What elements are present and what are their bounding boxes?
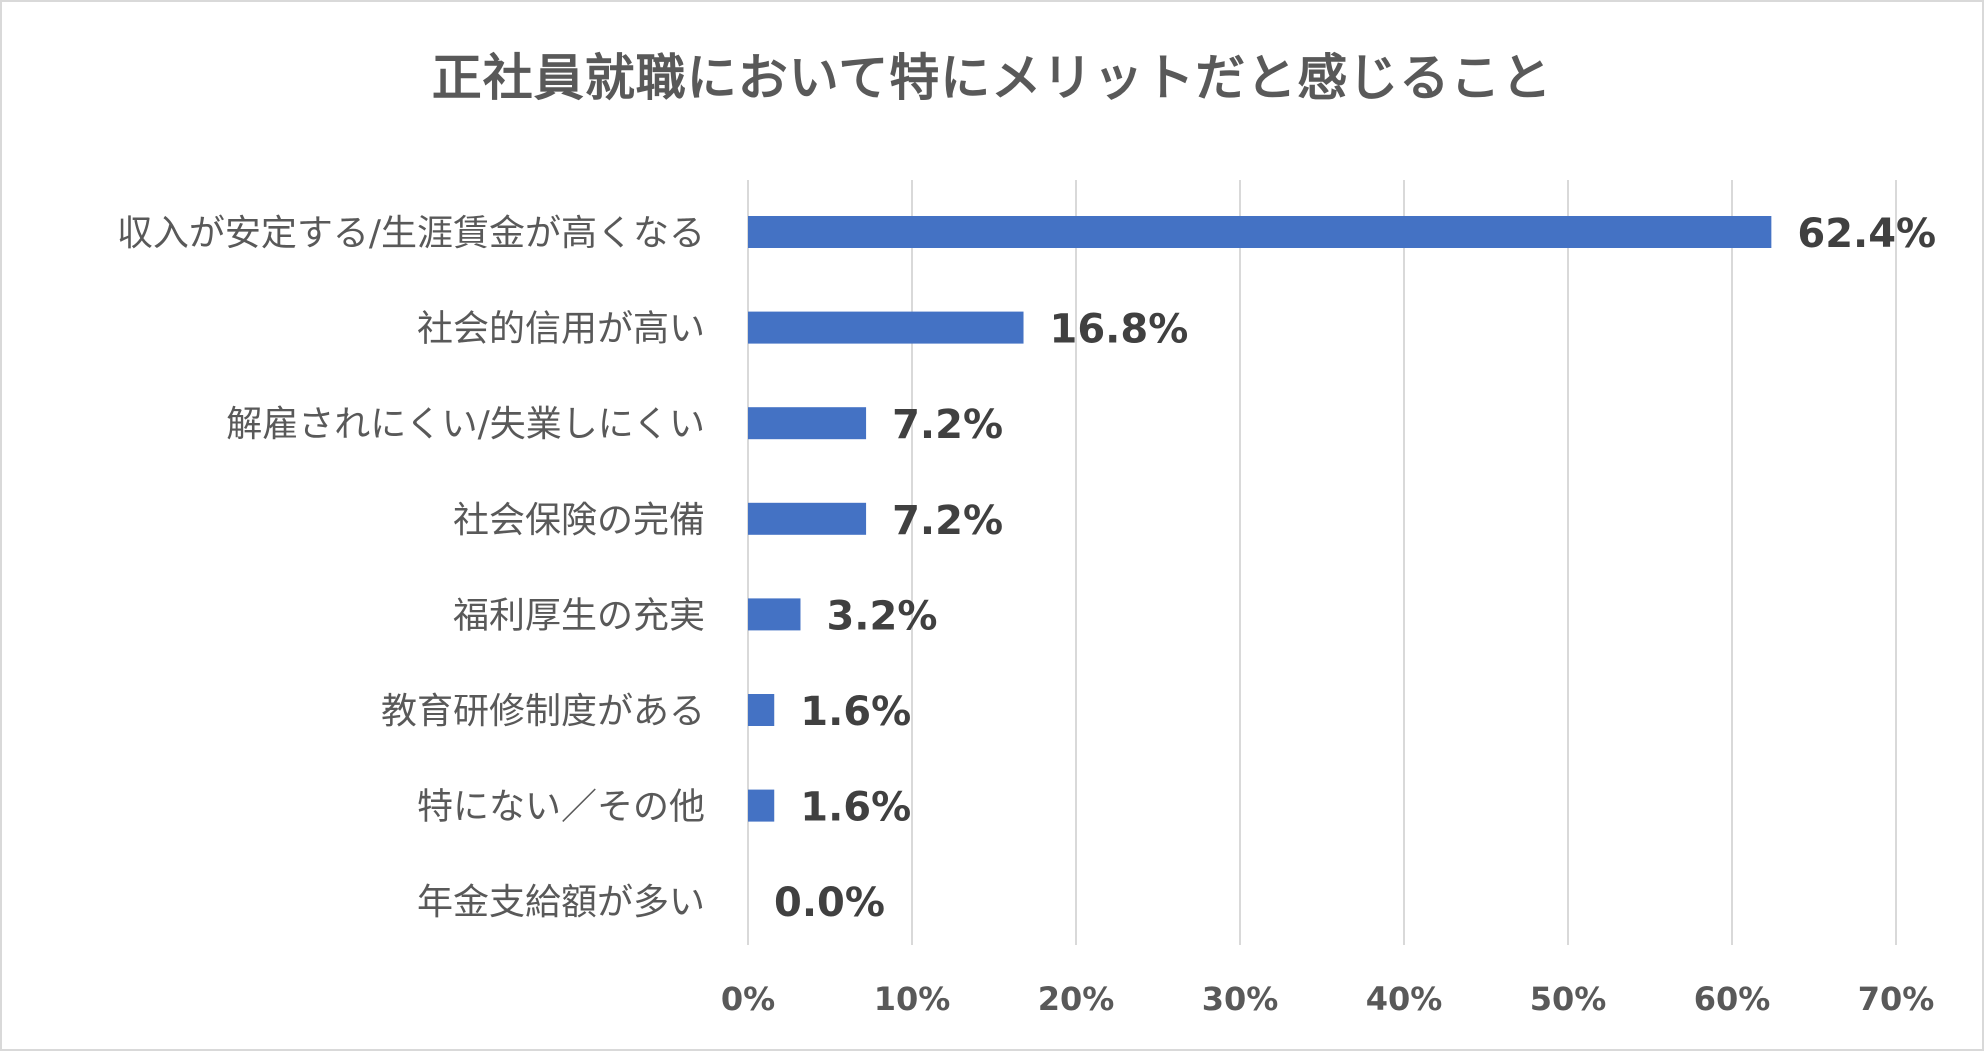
chart-title: 正社員就職において特にメリットだと感じること bbox=[431, 49, 1553, 107]
data-label: 0.0% bbox=[774, 880, 885, 926]
category-label: 社会的信用が高い bbox=[417, 309, 705, 350]
category-label: 社会保険の完備 bbox=[453, 500, 705, 541]
gridlines bbox=[747, 180, 1897, 945]
bar bbox=[748, 789, 775, 822]
x-tick-label: 40% bbox=[1366, 980, 1443, 1018]
x-tick-label: 20% bbox=[1038, 980, 1115, 1018]
x-tick-label: 0% bbox=[721, 980, 775, 1018]
x-tick-label: 30% bbox=[1202, 980, 1279, 1018]
x-tick-label: 50% bbox=[1530, 980, 1607, 1018]
category-label: 特にない／その他 bbox=[417, 787, 705, 828]
data-labels: 62.4% 16.8% 7.2% 7.2% 3.2% 1.6% 1.6% 0.0% bbox=[774, 211, 1936, 926]
data-label: 1.6% bbox=[800, 785, 911, 831]
category-label: 福利厚生の充実 bbox=[453, 595, 705, 636]
category-label: 収入が安定する/生涯賃金が高くなる bbox=[117, 213, 705, 254]
category-labels: 収入が安定する/生涯賃金が高くなる社会的信用が高い解雇されにくい/失業しにくい社… bbox=[117, 213, 705, 923]
bar bbox=[748, 407, 867, 440]
bar bbox=[748, 311, 1024, 344]
data-label: 16.8% bbox=[1050, 307, 1189, 353]
bar bbox=[748, 598, 801, 631]
x-tick-label: 70% bbox=[1858, 980, 1935, 1018]
data-label: 3.2% bbox=[826, 593, 937, 639]
data-label: 62.4% bbox=[1797, 211, 1936, 257]
bar bbox=[748, 694, 775, 726]
x-axis-tick-labels: 0% 10% 20% 30% 40% 50% 60% 70% bbox=[721, 980, 1934, 1018]
x-tick-label: 10% bbox=[874, 980, 951, 1018]
data-label: 1.6% bbox=[800, 689, 911, 735]
category-label: 年金支給額が多い bbox=[417, 882, 705, 923]
bar bbox=[748, 216, 1772, 248]
data-label: 7.2% bbox=[892, 498, 1003, 544]
x-tick-label: 60% bbox=[1694, 980, 1771, 1018]
bar bbox=[748, 502, 867, 535]
category-label: 教育研修制度がある bbox=[381, 691, 705, 732]
data-label: 7.2% bbox=[892, 402, 1003, 448]
bars bbox=[748, 216, 1772, 822]
category-label: 解雇されにくい/失業しにくい bbox=[226, 404, 705, 445]
